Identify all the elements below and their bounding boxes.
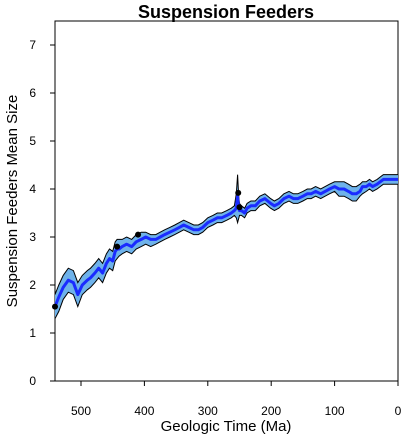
x-tick-label-300: 300	[198, 404, 218, 418]
x-tick-label-0: 0	[395, 404, 402, 418]
x-axis-label: Geologic Time (Ma)	[161, 418, 292, 435]
y-tick-label-4: 4	[29, 182, 36, 196]
y-tick-label-2: 2	[29, 278, 36, 292]
data-point-1	[114, 243, 121, 250]
y-tick-label-3: 3	[29, 230, 36, 244]
y-axis: 0 1 2 3 4 5 6 7	[29, 38, 55, 388]
data-point-0	[52, 303, 58, 310]
data-point-4	[236, 204, 243, 211]
y-tick-label-0: 0	[29, 374, 36, 388]
confidence-band	[55, 174, 398, 319]
data-points	[52, 189, 243, 310]
lower-envelope-line	[54, 183, 398, 319]
x-tick-label-100: 100	[325, 404, 345, 418]
data-point-3	[235, 189, 242, 196]
y-tick-label-6: 6	[29, 86, 36, 100]
mean-size-line	[53, 177, 398, 308]
plot-area	[52, 20, 399, 382]
y-tick-label-5: 5	[29, 134, 36, 148]
y-tick-label-1: 1	[29, 326, 36, 340]
x-tick-label-500: 500	[71, 404, 91, 418]
y-axis-label: Suspension Feeders Mean Size	[4, 95, 21, 308]
chart-title: Suspension Feeders	[138, 2, 314, 22]
data-point-2	[135, 231, 142, 238]
x-axis: 500 400 300 200 100 0	[71, 381, 402, 418]
x-tick-label-400: 400	[134, 404, 154, 418]
plot-frame	[54, 20, 399, 382]
x-tick-label-200: 200	[261, 404, 281, 418]
y-tick-label-7: 7	[29, 38, 36, 52]
